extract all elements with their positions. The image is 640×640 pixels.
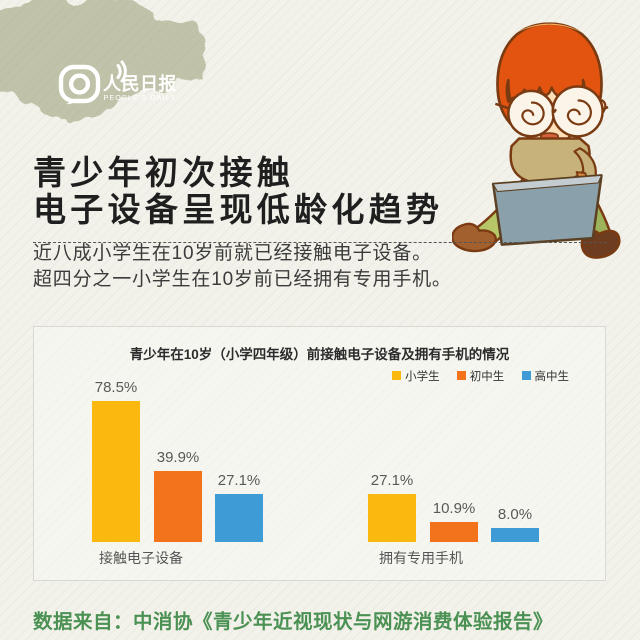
- svg-text:PEOPLE'S DAILY: PEOPLE'S DAILY: [104, 93, 177, 102]
- svg-text:人民日报: 人民日报: [103, 73, 177, 94]
